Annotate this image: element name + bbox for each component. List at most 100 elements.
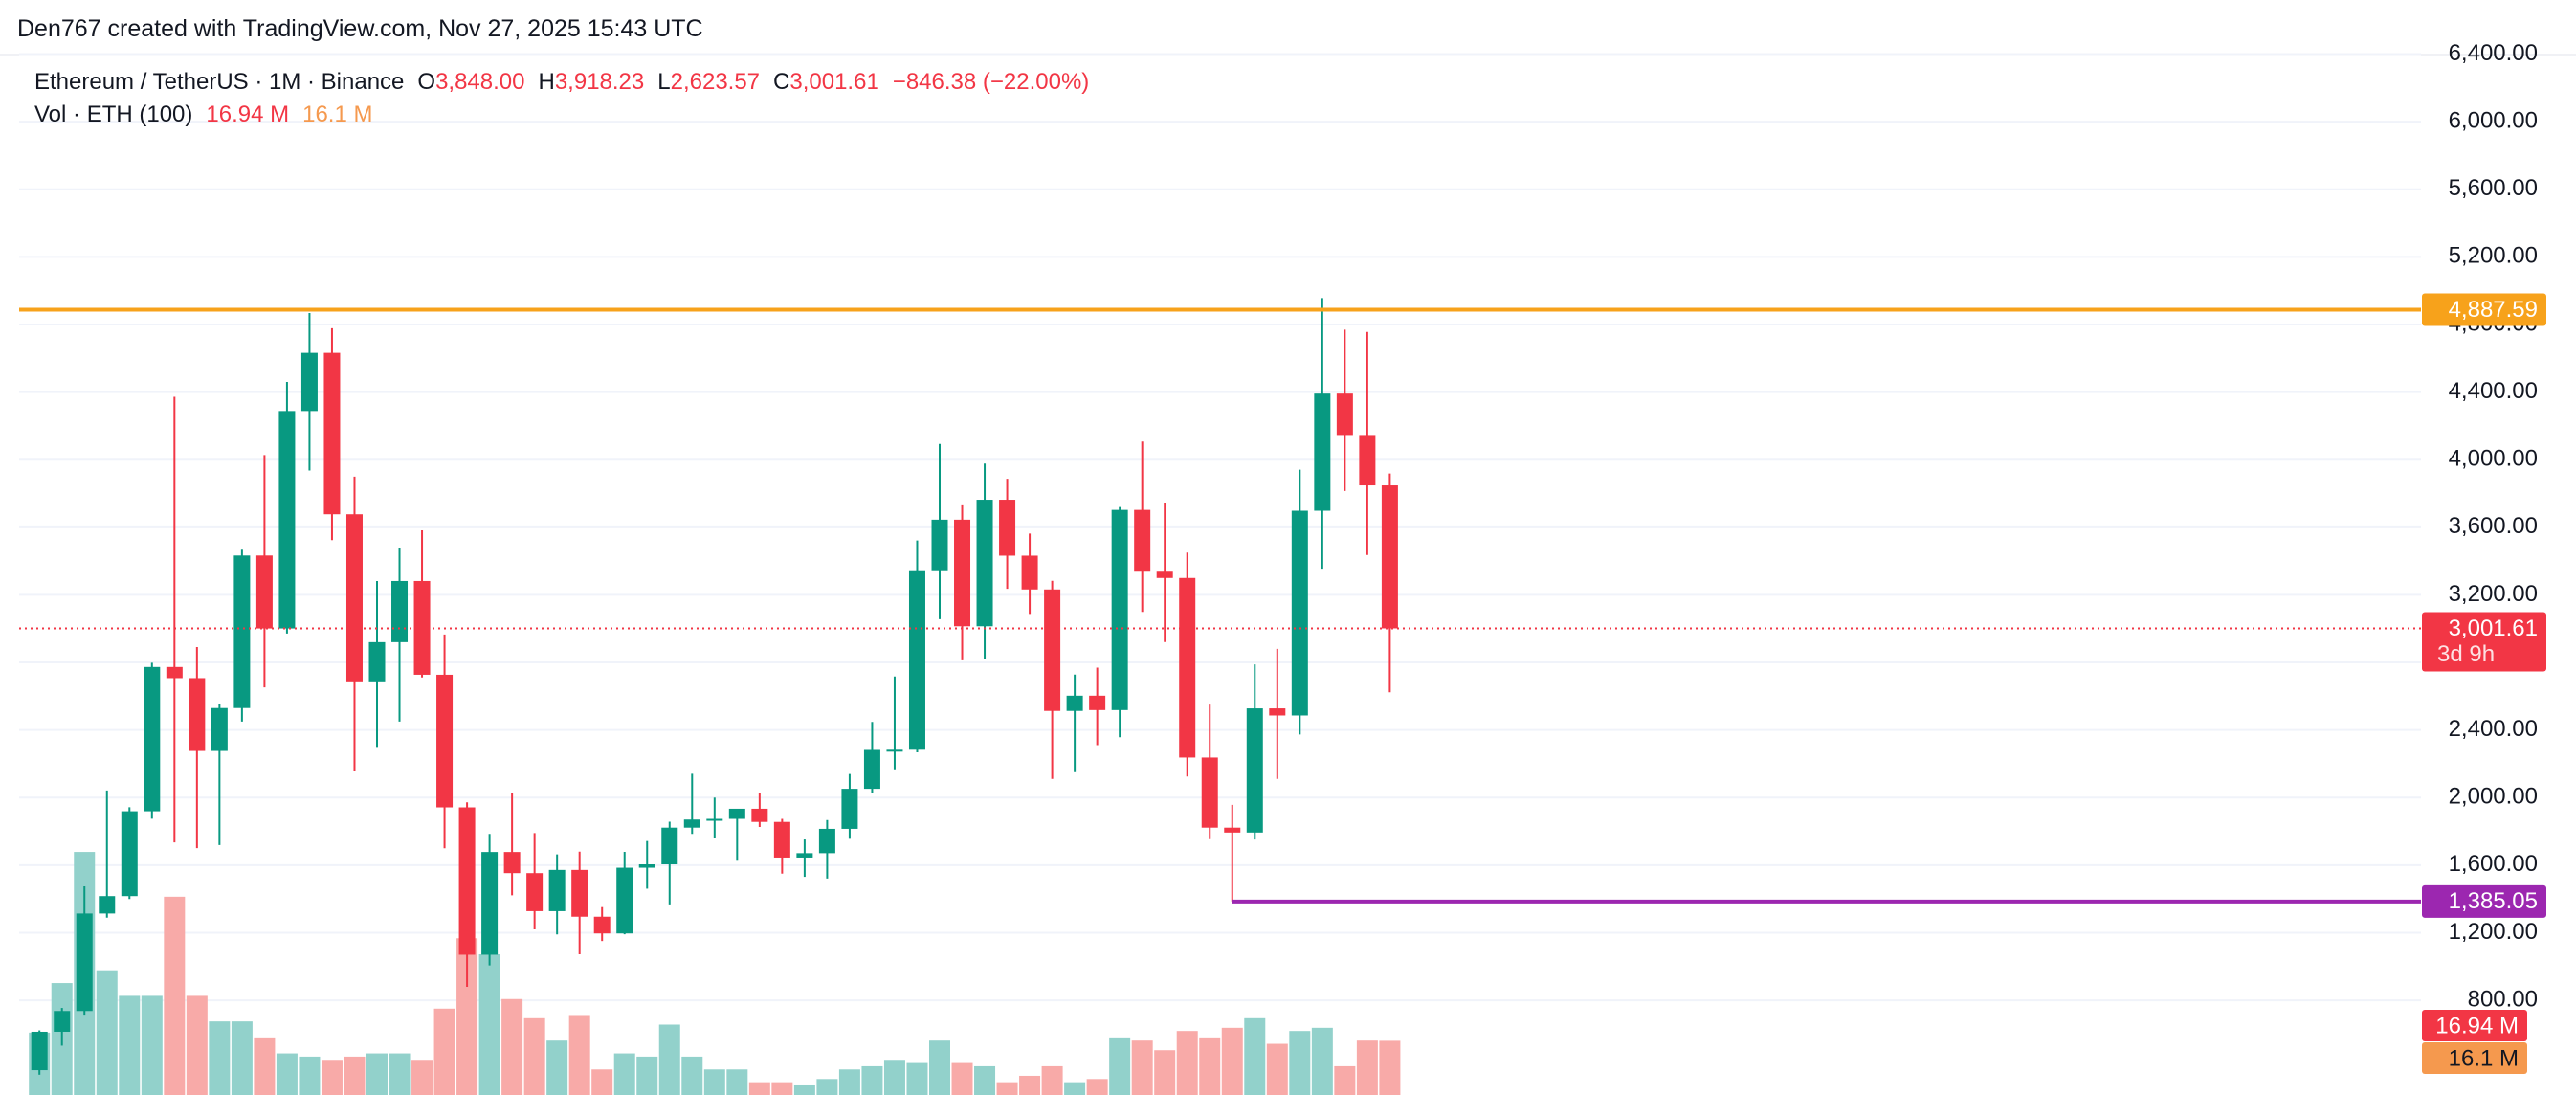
candle-body [886, 749, 903, 752]
candle-body [76, 913, 93, 1012]
candle-body [31, 1031, 48, 1071]
y-tick-label: 2,400.00 [2449, 716, 2538, 742]
volume-bar [276, 1053, 298, 1095]
candle-body [796, 853, 813, 858]
y-tick-label: 2,000.00 [2449, 784, 2538, 810]
volume-bar [883, 1060, 905, 1095]
candle-body [1021, 555, 1038, 590]
volume-bar [816, 1079, 838, 1095]
volume-bar [613, 1053, 635, 1095]
candle-body [458, 807, 476, 955]
volume-bar [456, 938, 478, 1095]
volume-bar [1244, 1017, 1266, 1095]
y-tick-label: 3,600.00 [2449, 513, 2538, 539]
candle-body [908, 570, 925, 750]
candle-body [1291, 510, 1308, 716]
y-tick-label: 5,600.00 [2449, 175, 2538, 201]
candle-body [1066, 695, 1083, 711]
last-price-tag [2422, 612, 2546, 672]
volume-bar [1019, 1075, 1041, 1095]
candle-body [616, 867, 633, 934]
candle-body [1314, 393, 1331, 511]
volume-bar [929, 1040, 950, 1095]
y-tick-label: 6,400.00 [2449, 40, 2538, 66]
volume-bar [1379, 1040, 1401, 1095]
candle-body [481, 852, 499, 955]
volume-bar [771, 1082, 793, 1095]
ohlc-value: 3,001.61 [789, 69, 879, 95]
candle-body [323, 352, 341, 515]
volume-bar [1311, 1027, 1333, 1095]
y-tick-label: 1,200.00 [2449, 919, 2538, 945]
candle-body [593, 916, 611, 934]
candle-body [526, 873, 544, 911]
candle-body [1359, 435, 1376, 486]
candle-body [1336, 393, 1353, 436]
volume-last: 16.94 M [206, 101, 290, 127]
candle-body [1224, 827, 1241, 833]
volume-bar [478, 953, 500, 1095]
candle-body [121, 811, 138, 897]
volume-bar [568, 1015, 590, 1095]
candle-body [54, 1011, 71, 1032]
candle-body [571, 869, 588, 917]
volume-bar [299, 1056, 321, 1095]
candle-body [1044, 589, 1061, 711]
volume-bar [523, 1017, 545, 1095]
volume-bar [501, 998, 523, 1095]
ohlc-value: 3,848.00 [435, 69, 525, 95]
candle-body [503, 852, 521, 874]
change: −846.38 (−22.00%) [892, 69, 1090, 95]
legend-row: Ethereum / TetherUS · 1M · Binance O 3,84… [34, 69, 1102, 96]
candle-body [1156, 571, 1173, 578]
price-line-label: 4,887.59 [2449, 297, 2538, 323]
candle-body [166, 666, 183, 679]
ohlc-key: C [773, 69, 790, 95]
candle-body [1246, 708, 1263, 833]
candle-body [391, 580, 409, 642]
volume-last-tag [2422, 1010, 2527, 1041]
ohlc-key: L [657, 69, 671, 95]
candle-body [1381, 485, 1398, 629]
volume-last-label: 16.94 M [2435, 1013, 2519, 1039]
volume-bar [1289, 1031, 1311, 1095]
candle-body [233, 555, 251, 708]
volume-bar [636, 1056, 658, 1095]
volume-bar [681, 1056, 703, 1095]
candle-body [1201, 757, 1218, 828]
candle-body [345, 514, 363, 682]
volume-bar [1109, 1037, 1131, 1095]
volume-bar [344, 1056, 366, 1095]
candle-body [818, 828, 835, 854]
price-line-label: 1,385.05 [2449, 888, 2538, 914]
volume-bar [433, 1008, 455, 1095]
candle-body [436, 674, 454, 808]
candle-body [99, 896, 116, 914]
ohlc-value: 2,623.57 [670, 69, 761, 95]
candle-body [1269, 708, 1286, 716]
last-price-label: 3,001.61 [2449, 615, 2538, 641]
candle-body [661, 827, 678, 865]
volume-bar [186, 995, 208, 1095]
volume-name: Vol · ETH (100) [34, 101, 193, 127]
candle-body [773, 821, 790, 858]
ohlc-key: H [538, 69, 555, 95]
volume-bar [1199, 1037, 1221, 1095]
candle-body [863, 749, 880, 790]
volume-bar [1266, 1043, 1288, 1095]
y-tick-label: 800.00 [2468, 986, 2538, 1012]
price-line-tag [2422, 293, 2546, 326]
volume-bar [1176, 1031, 1198, 1095]
y-tick-label: 3,200.00 [2449, 581, 2538, 607]
volume-ma-tag [2422, 1042, 2527, 1074]
candle-body [1089, 695, 1106, 710]
candle-body [278, 411, 296, 629]
volume-bar [254, 1037, 276, 1095]
y-tick-label: 4,400.00 [2449, 378, 2538, 404]
candle-body [751, 808, 768, 822]
volume-bar [411, 1060, 433, 1095]
volume-bar [366, 1053, 388, 1095]
volume-bar [906, 1062, 928, 1095]
volume-bar [793, 1084, 815, 1095]
